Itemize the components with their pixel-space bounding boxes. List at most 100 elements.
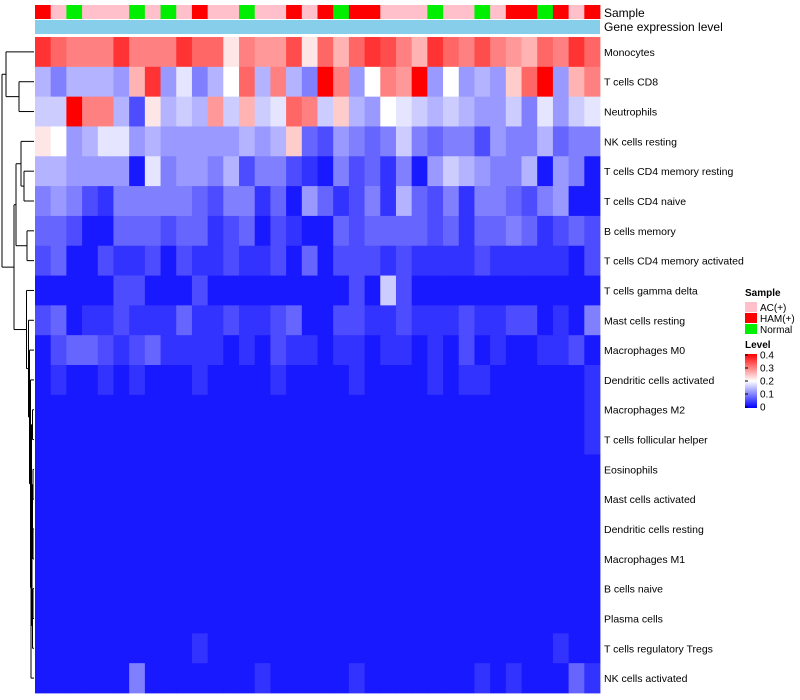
- heatmap-cell: [129, 126, 146, 157]
- heatmap-cell: [474, 37, 491, 68]
- heatmap-cell: [395, 454, 413, 485]
- heatmap-cell: [82, 305, 99, 336]
- heatmap-cell: [395, 66, 413, 98]
- heatmap-cell: [160, 245, 177, 276]
- heatmap-cell: [113, 275, 130, 306]
- heatmap-cell: [129, 484, 146, 515]
- heatmap-cell: [380, 66, 397, 98]
- heatmap-cell: [364, 335, 381, 366]
- heatmap-cell: [568, 603, 585, 634]
- heatmap-cell: [333, 543, 350, 575]
- heatmap-cell: [490, 66, 507, 98]
- sample-annotation-cell: [552, 5, 570, 19]
- heatmap-cell: [207, 573, 224, 604]
- heatmap-cell: [380, 305, 397, 336]
- heatmap-cell: [97, 454, 114, 485]
- heatmap-cell: [333, 186, 350, 217]
- heatmap-cell: [301, 484, 318, 515]
- heatmap-cell: [584, 126, 601, 157]
- heatmap-cell: [191, 305, 209, 336]
- heatmap-cell: [254, 633, 271, 664]
- heatmap-cell: [270, 126, 287, 157]
- heatmap-cell: [395, 543, 413, 575]
- heatmap-cell: [552, 663, 570, 694]
- heatmap-cell: [97, 186, 114, 217]
- heatmap-cell: [364, 66, 381, 98]
- heatmap-cell: [552, 37, 570, 68]
- heatmap-cell: [239, 543, 256, 575]
- heatmap-cell: [254, 573, 271, 604]
- heatmap-cell: [35, 484, 52, 515]
- heatmap-cell: [552, 365, 570, 396]
- row-labels: Monocytes T cells CD8 Neutrophils NK cells …: [604, 47, 744, 685]
- heatmap-cell: [317, 365, 334, 396]
- heatmap-cell: [317, 275, 334, 306]
- heatmap-cell: [97, 335, 114, 366]
- heatmap-cell: [191, 335, 209, 366]
- heatmap-cell: [113, 96, 130, 127]
- heatmap-cell: [348, 245, 365, 276]
- heatmap-cell: [223, 96, 240, 127]
- heatmap-cell: [317, 663, 334, 694]
- sample-annotation-cell: [568, 5, 585, 19]
- heatmap-cell: [427, 365, 444, 396]
- heatmap-cell: [490, 96, 507, 127]
- heatmap-cell: [333, 37, 350, 68]
- heatmap-cell: [191, 365, 209, 396]
- heatmap-cell: [584, 365, 601, 396]
- heatmap-cell: [144, 365, 161, 396]
- heatmap-cell: [348, 573, 365, 604]
- heatmap-cell: [270, 543, 287, 575]
- heatmap-cell: [254, 37, 271, 68]
- heatmap-cell: [35, 394, 52, 426]
- heatmap-cell: [144, 484, 161, 515]
- heatmap-cell: [395, 245, 413, 276]
- heatmap-cell: [333, 424, 350, 455]
- heatmap-cell: [317, 66, 334, 98]
- legend-label: AC(+): [760, 303, 786, 314]
- heatmap-cell: [395, 394, 413, 426]
- heatmap-cell: [568, 215, 585, 247]
- heatmap-cell: [113, 424, 130, 455]
- heatmap-cell: [270, 394, 287, 426]
- heatmap-cell: [490, 275, 507, 306]
- heatmap-cell: [270, 215, 287, 247]
- heatmap-cell: [113, 603, 130, 634]
- row-label: Dendritic cells activated: [604, 375, 714, 387]
- heatmap-cell: [144, 275, 161, 306]
- heatmap-cell: [286, 215, 303, 247]
- heatmap-cell: [380, 454, 397, 485]
- heatmap-cell: [160, 484, 177, 515]
- heatmap-cell: [97, 543, 114, 575]
- heatmap-cell: [239, 37, 256, 68]
- heatmap-cell: [223, 603, 240, 634]
- heatmap-cell: [191, 186, 209, 217]
- heatmap-cell: [584, 305, 601, 336]
- sample-annotation-track: [35, 5, 601, 19]
- heatmap-cell: [505, 424, 522, 455]
- heatmap-cell: [35, 96, 52, 127]
- heatmap-cell: [50, 305, 67, 336]
- heatmap-cell: [380, 365, 397, 396]
- heatmap-cell: [113, 186, 130, 217]
- heatmap-cell: [333, 96, 350, 127]
- heatmap-cell: [458, 186, 475, 217]
- annotation-label-expression: Gene expression level: [604, 20, 723, 34]
- heatmap-cell: [317, 454, 334, 485]
- heatmap-cell: [458, 454, 475, 485]
- heatmap-cell: [317, 126, 334, 157]
- heatmap-cell: [568, 96, 585, 127]
- heatmap-cell: [458, 275, 475, 306]
- heatmap-cell: [411, 215, 428, 247]
- sample-annotation-cell: [490, 5, 507, 19]
- heatmap-cell: [333, 275, 350, 306]
- heatmap-cell: [490, 215, 507, 247]
- heatmap-cell: [207, 126, 224, 157]
- heatmap-cell: [239, 275, 256, 306]
- heatmap-cell: [333, 514, 350, 545]
- heatmap-cell: [97, 633, 114, 664]
- heatmap-cell: [207, 424, 224, 455]
- heatmap-cell: [113, 633, 130, 664]
- heatmap-cell: [458, 215, 475, 247]
- heatmap-cell: [301, 454, 318, 485]
